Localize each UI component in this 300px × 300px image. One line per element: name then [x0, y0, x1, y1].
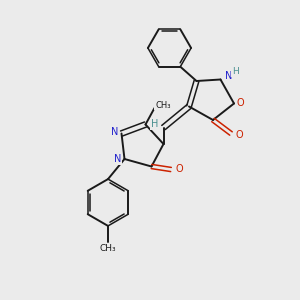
Text: N: N: [114, 154, 122, 164]
Text: N: N: [225, 71, 233, 81]
Text: H: H: [151, 119, 158, 129]
Text: O: O: [176, 164, 183, 175]
Text: CH₃: CH₃: [100, 244, 116, 253]
Text: O: O: [237, 98, 244, 109]
Text: N: N: [111, 127, 118, 137]
Text: CH₃: CH₃: [155, 100, 171, 109]
Text: H: H: [232, 68, 239, 76]
Text: O: O: [236, 130, 243, 140]
